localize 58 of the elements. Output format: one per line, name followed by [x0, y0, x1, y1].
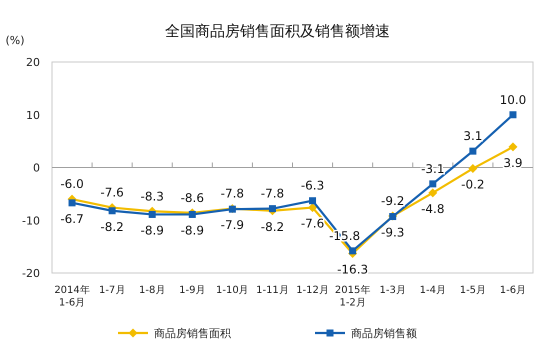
data-label: -6.0 [60, 177, 84, 192]
data-label: -6.3 [300, 178, 324, 193]
x-tick-label: 1-10月 [216, 285, 249, 296]
y-tick-label: -20 [22, 267, 40, 280]
x-tick-label: 1-6月 [500, 285, 526, 296]
point [68, 199, 76, 206]
data-label: -8.9 [180, 223, 204, 238]
y-tick-label: -10 [22, 214, 40, 228]
data-label: -7.9 [220, 218, 244, 232]
point [268, 205, 276, 212]
point [108, 207, 116, 214]
data-label: -8.2 [260, 220, 284, 234]
x-tick-label: 1-5月 [460, 285, 486, 296]
point [508, 142, 518, 152]
data-label: -8.2 [100, 220, 124, 234]
y-axis-title: (%) [5, 34, 25, 47]
x-tick-label: 1-3月 [380, 285, 406, 296]
point [308, 203, 318, 212]
point [309, 197, 316, 204]
chart-title: 全国商品房销售面积及销售额增速 [165, 22, 390, 40]
legend-label: 商品房销售面积 [154, 327, 231, 340]
data-label: -8.3 [140, 189, 164, 204]
data-label: -7.6 [300, 216, 324, 231]
point [349, 247, 356, 254]
data-label: -6.7 [60, 212, 84, 226]
data-label: -7.8 [260, 186, 284, 201]
data-label: -7.6 [100, 186, 124, 200]
data-label: 3.1 [463, 129, 482, 144]
point [509, 111, 516, 118]
x-tick-label: 2015年 1-2月 [334, 284, 370, 308]
data-label: -16.3 [337, 262, 368, 276]
point [469, 148, 476, 155]
y-tick-label: 20 [26, 56, 40, 69]
data-label: -9.3 [380, 226, 404, 240]
point [468, 164, 478, 174]
x-tick-label: 1-4月 [420, 285, 446, 296]
x-tick-label: 1-7月 [98, 285, 126, 296]
data-label: -8.9 [140, 223, 164, 238]
x-tick-label: 1-12月 [296, 285, 329, 296]
point [148, 210, 156, 218]
point [188, 210, 196, 218]
data-label: -3.1 [421, 162, 445, 176]
data-label: 10.0 [500, 92, 526, 107]
point [428, 188, 438, 198]
x-tick-label: 1-9月 [179, 285, 206, 296]
y-tick-label: 10 [26, 108, 40, 122]
data-label: 3.9 [503, 156, 523, 170]
data-label: -4.8 [421, 202, 445, 216]
data-label: -7.8 [220, 186, 244, 201]
x-tick-label: 1-11月 [256, 285, 289, 296]
legend-label: 商品房销售额 [351, 327, 417, 340]
data-label: -0.2 [461, 178, 485, 192]
x-tick-label: 2014年 1-6月 [54, 284, 90, 308]
y-tick-label: 0 [33, 162, 40, 174]
x-tick-label: 1-8月 [139, 285, 166, 296]
data-label: -9.2 [380, 194, 404, 208]
data-label: -8.6 [180, 190, 204, 205]
point [429, 180, 436, 188]
